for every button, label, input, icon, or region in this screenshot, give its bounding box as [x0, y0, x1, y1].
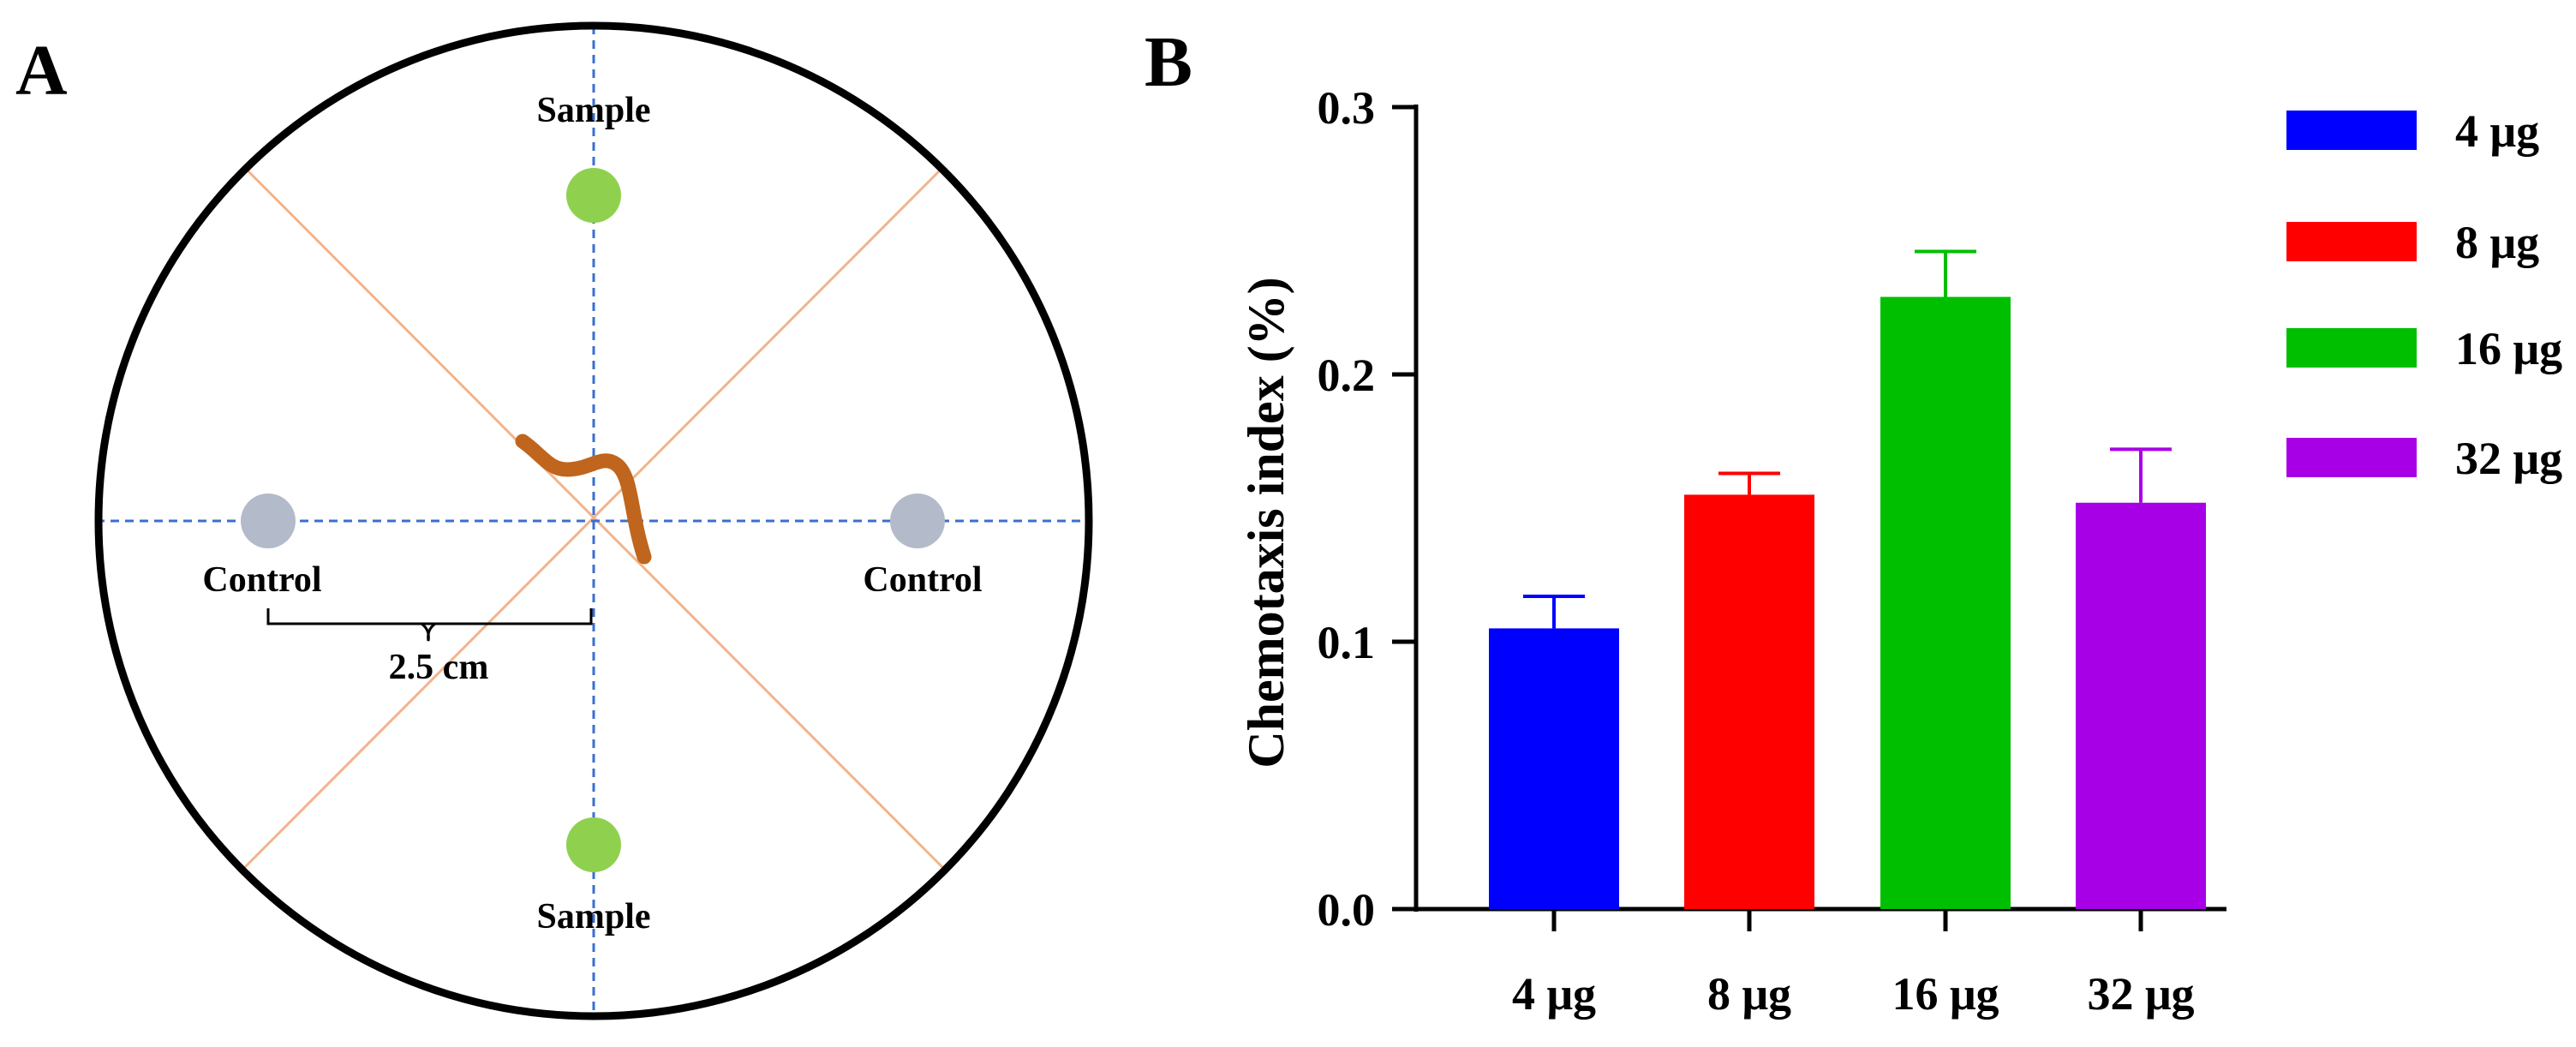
sample-top-label: Sample: [536, 91, 650, 130]
sample-spot-bottom: [566, 817, 621, 872]
x-tick-label: 8 μg: [1707, 968, 1791, 1020]
diagonal-line: [243, 166, 944, 869]
y-tick-label: 0.2: [1318, 350, 1376, 401]
bar: [1880, 296, 2011, 909]
y-ticks: 0.0 0.1 0.2 0.3: [1318, 82, 1416, 936]
y-tick-label: 0.1: [1318, 617, 1376, 668]
legend-label: 32 μg: [2455, 433, 2562, 484]
legend: 4 μg 8 μg 16 μg 32 μg: [2286, 105, 2562, 484]
panel-a-letter: A: [15, 31, 68, 111]
panel-b-letter: B: [1145, 22, 1192, 102]
legend-swatch: [2286, 222, 2417, 261]
x-tick-label: 4 μg: [1512, 968, 1596, 1020]
legend-label: 8 μg: [2455, 217, 2539, 268]
legend-swatch: [2286, 111, 2417, 150]
bars: [1489, 249, 2206, 909]
distance-bracket: [266, 608, 593, 625]
distance-bracket-tip: [421, 622, 436, 642]
y-tick-label: 0.3: [1318, 82, 1376, 134]
y-axis-title: Chemotaxis index (%): [1238, 277, 1294, 768]
x-tick-label: 32 μg: [2087, 968, 2194, 1020]
control-left-label: Control: [202, 560, 321, 600]
y-tick-label: 0.0: [1318, 884, 1376, 936]
x-ticks: 4 μg 8 μg 16 μg 32 μg: [1512, 909, 2195, 1020]
x-tick-label: 16 μg: [1892, 968, 1999, 1020]
petri-dish-outline: [94, 21, 1093, 1020]
bar: [1489, 628, 1619, 909]
bar: [1684, 494, 1814, 909]
panel-a: A Sample Sample Control Control 2.5 cm: [15, 21, 1093, 1020]
control-spot-right: [890, 494, 945, 548]
legend-swatch: [2286, 328, 2417, 368]
sample-spot-top: [566, 168, 621, 223]
legend-swatch: [2286, 438, 2417, 477]
bar: [2076, 502, 2206, 909]
distance-label: 2.5 cm: [389, 648, 489, 687]
control-right-label: Control: [863, 560, 982, 600]
control-spot-left: [241, 494, 296, 548]
worm-icon: [515, 434, 652, 565]
legend-label: 4 μg: [2455, 105, 2539, 157]
panel-b: B Chemotaxis index (%) 0.0 0.1 0.2 0.3 4 μg…: [1145, 22, 2562, 1020]
sample-bottom-label: Sample: [536, 897, 650, 936]
legend-label: 16 μg: [2455, 323, 2562, 374]
